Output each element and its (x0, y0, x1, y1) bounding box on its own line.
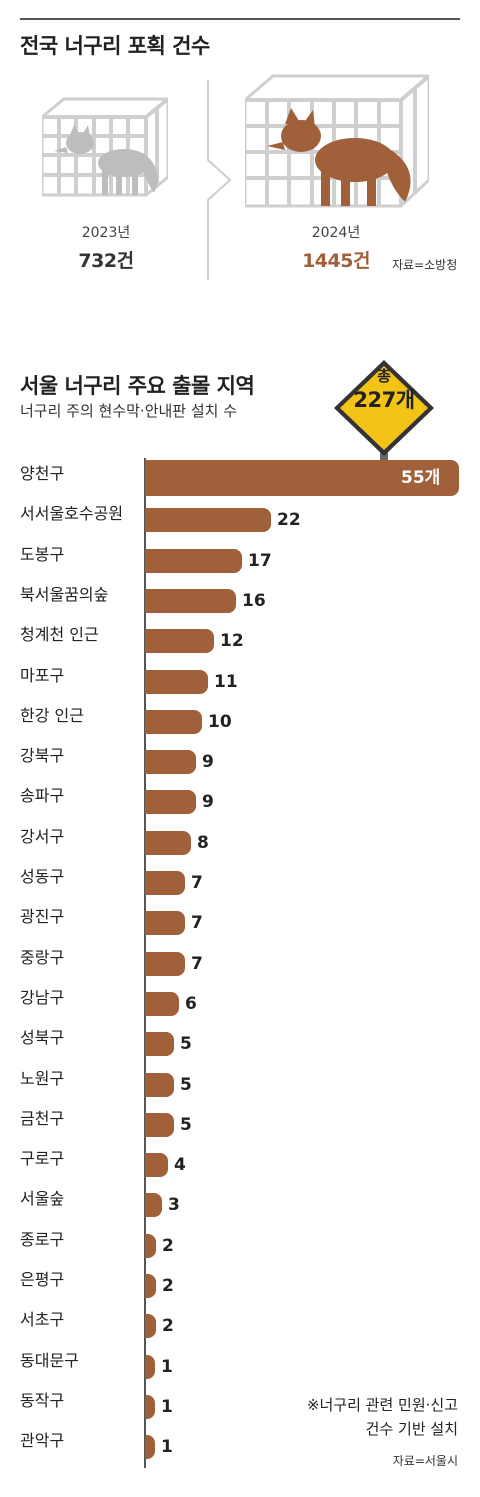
bar (145, 589, 236, 613)
bar (145, 508, 271, 532)
bar (145, 952, 185, 976)
bar (145, 911, 185, 935)
category-label: 송파구 (20, 786, 65, 805)
bar (145, 1274, 156, 1298)
bar (145, 871, 185, 895)
category-label: 한강 인근 (20, 706, 84, 725)
capture-source: 자료=소방청 (392, 258, 458, 272)
value-label: 2 (162, 1316, 174, 1336)
value-label: 1 (161, 1437, 173, 1457)
value-label: 22 (277, 510, 301, 530)
value-label: 5 (180, 1075, 192, 1095)
category-label: 양천구 (20, 464, 65, 483)
bar (145, 549, 242, 573)
value-label: 3 (168, 1195, 180, 1215)
category-label: 동작구 (20, 1391, 65, 1410)
bar (145, 1234, 156, 1258)
category-label: 중랑구 (20, 948, 65, 967)
value-label: 2 (162, 1276, 174, 1296)
divider-chevron-icon (207, 80, 232, 280)
value-label: 8 (197, 833, 209, 853)
warning-sign-icon (334, 360, 434, 466)
value-label: 6 (185, 994, 197, 1014)
value-label: 17 (248, 551, 272, 571)
category-label: 금천구 (20, 1109, 65, 1128)
note-line-2: 건수 기반 설치 (365, 1420, 458, 1438)
category-label: 서초구 (20, 1310, 65, 1329)
value-label: 7 (191, 873, 203, 893)
category-label: 강북구 (20, 746, 65, 765)
value-label: 5 (180, 1034, 192, 1054)
bar (145, 831, 191, 855)
year-2023: 2023년 (81, 225, 131, 241)
category-label: 종로구 (20, 1230, 65, 1249)
count-2024: 1445건 (302, 250, 370, 272)
category-label: 관악구 (20, 1431, 65, 1450)
value-label: 10 (208, 712, 232, 732)
year-2024: 2024년 (311, 225, 361, 241)
bar (145, 1193, 162, 1217)
category-label: 광진구 (20, 907, 65, 926)
value-label: 4 (174, 1155, 186, 1175)
bar (145, 710, 202, 734)
cage-2024-icon (245, 74, 429, 208)
value-label: 55개 (401, 468, 441, 488)
value-label: 7 (191, 954, 203, 974)
value-label: 7 (191, 913, 203, 933)
category-label: 성북구 (20, 1028, 65, 1047)
category-label: 성동구 (20, 867, 65, 886)
bar (145, 790, 196, 814)
value-label: 16 (242, 591, 266, 611)
category-label: 노원구 (20, 1069, 65, 1088)
bar (145, 460, 459, 496)
value-label: 2 (162, 1236, 174, 1256)
category-label: 서울숲 (20, 1189, 65, 1208)
bar (145, 1395, 155, 1419)
bar (145, 1435, 155, 1459)
section-subtitle: 너구리 주의 현수막·안내판 설치 수 (20, 402, 238, 420)
category-label: 청계천 인근 (20, 625, 99, 644)
chart-source: 자료=서울시 (392, 1454, 458, 1468)
cage-2023-icon (42, 97, 168, 197)
bar (145, 1113, 174, 1137)
bar (145, 1032, 174, 1056)
value-label: 11 (214, 672, 238, 692)
count-2023: 732건 (78, 250, 134, 272)
value-label: 1 (161, 1357, 173, 1377)
category-label: 북서울꿈의숲 (20, 585, 109, 604)
value-label: 9 (202, 792, 214, 812)
bar (145, 750, 196, 774)
value-label: 9 (202, 752, 214, 772)
category-label: 마포구 (20, 666, 65, 685)
total-value: 227개 (353, 388, 415, 412)
category-label: 동대문구 (20, 1351, 79, 1370)
bar (145, 629, 214, 653)
bar (145, 1355, 155, 1379)
top-rule (20, 18, 460, 20)
category-label: 서서울호수공원 (20, 504, 124, 523)
category-label: 도봉구 (20, 545, 65, 564)
bar (145, 1073, 174, 1097)
bar (145, 1314, 156, 1338)
bar (145, 1153, 168, 1177)
capture-title: 전국 너구리 포획 건수 (20, 34, 210, 58)
category-label: 강서구 (20, 827, 65, 846)
note-line-1: ※너구리 관련 민원·신고 (306, 1396, 458, 1414)
total-label: 총 (377, 367, 391, 385)
section-title: 서울 너구리 주요 출몰 지역 (20, 374, 255, 398)
value-label: 12 (220, 631, 244, 651)
value-label: 1 (161, 1397, 173, 1417)
category-label: 강남구 (20, 988, 65, 1007)
value-label: 5 (180, 1115, 192, 1135)
category-label: 구로구 (20, 1149, 65, 1168)
category-label: 은평구 (20, 1270, 65, 1289)
bar (145, 992, 179, 1016)
bar (145, 670, 208, 694)
